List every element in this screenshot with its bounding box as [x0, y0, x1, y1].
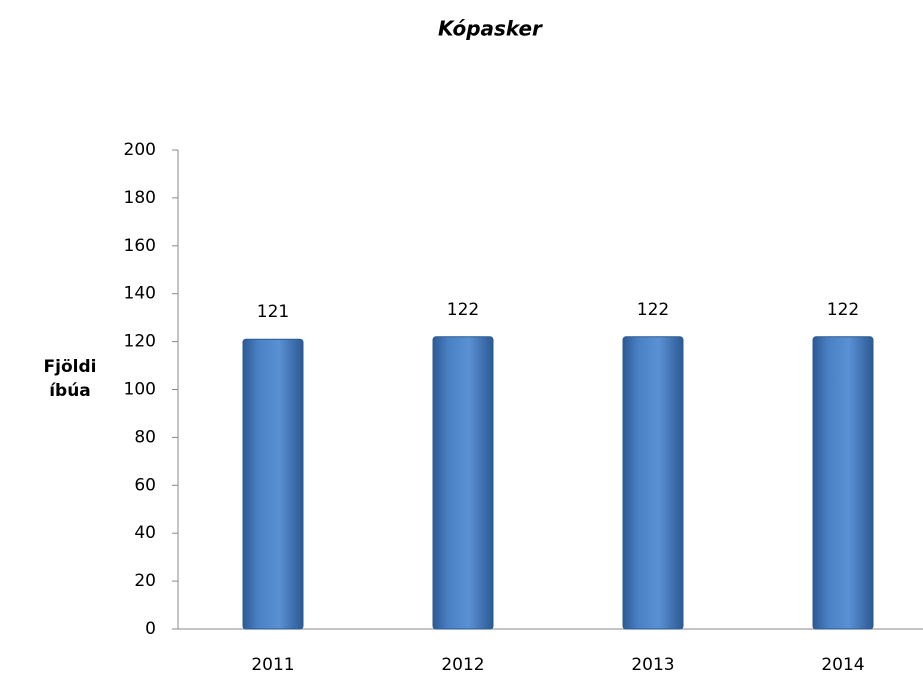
y-axis-label: Fjöldi íbúa: [43, 357, 97, 401]
data-label: 122: [827, 300, 859, 320]
x-tick-label: 2011: [251, 655, 294, 675]
data-label: 121: [257, 302, 289, 322]
y-tick-label: 200: [124, 140, 156, 160]
y-tick-label: 180: [124, 188, 156, 208]
bar: [812, 336, 874, 630]
y-tick-label: 20: [134, 571, 156, 591]
chart-title: Kópasker: [438, 17, 543, 41]
y-tick-label: 0: [145, 619, 156, 639]
y-tick-label: 140: [124, 284, 156, 304]
x-tick-label: 2012: [441, 655, 484, 675]
y-tick-label: 160: [124, 236, 156, 256]
data-label: 122: [447, 300, 479, 320]
y-tick-label: 100: [124, 380, 156, 400]
bar: [242, 338, 304, 630]
x-tick-label: 2014: [821, 655, 864, 675]
data-label: 122: [637, 300, 669, 320]
y-tick-label: 40: [134, 523, 156, 543]
y-tick-label: 120: [124, 332, 156, 352]
y-tick-label: 60: [134, 475, 156, 495]
bar: [622, 336, 684, 630]
bar: [432, 336, 494, 630]
y-tick-label: 80: [134, 427, 156, 447]
x-tick-label: 2013: [631, 655, 674, 675]
